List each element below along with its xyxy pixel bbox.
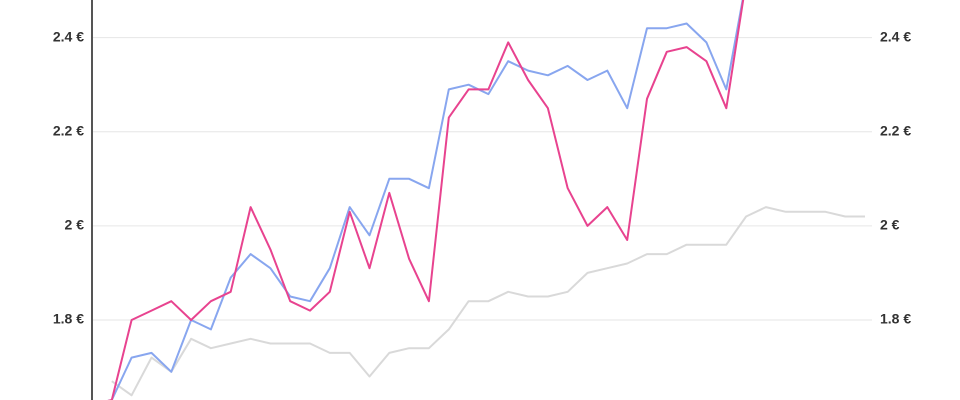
line-series — [111, 206, 865, 397]
y-tick-label: 2.4 € — [53, 28, 84, 44]
y-tick-label: 1.8 € — [53, 311, 84, 327]
y2-tick-label: 2 € — [880, 217, 900, 233]
grid — [92, 37, 872, 321]
line-series — [107, 0, 745, 400]
y2-tick-label: 2.4 € — [880, 28, 911, 44]
y2-tick-label: 2.2 € — [880, 122, 911, 138]
line-series — [107, 0, 744, 400]
tick-labels: 1.8 € 2 € 2.2 € 2.4 € 1.8 € 2 € 2.2 € 2.4 € — [53, 28, 911, 326]
lines — [107, 0, 865, 400]
y-tick-label: 2.2 € — [53, 122, 84, 138]
y2-tick-label: 1.8 € — [880, 311, 911, 327]
y-tick-label: 2 € — [65, 217, 85, 233]
